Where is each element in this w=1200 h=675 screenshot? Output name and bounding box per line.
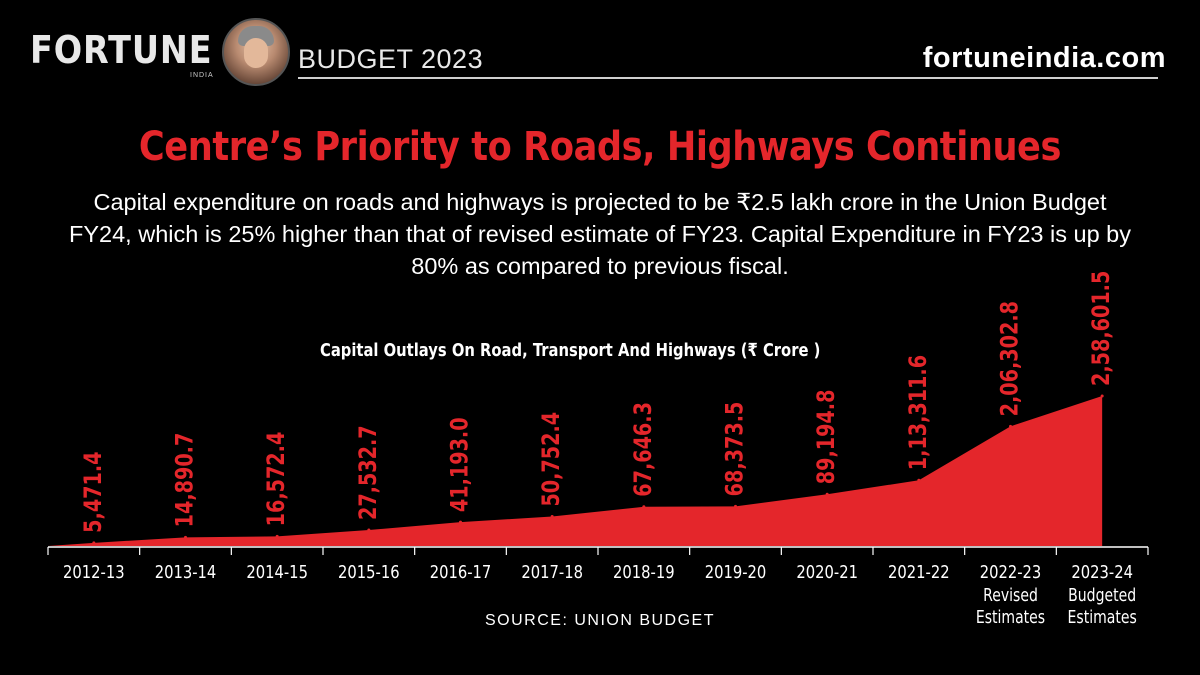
data-label: 1,13,311.6 bbox=[905, 355, 933, 470]
data-point bbox=[1100, 394, 1104, 398]
x-tick-note: Budgeted bbox=[1068, 584, 1136, 605]
x-tick-label: 2014-15 bbox=[246, 562, 308, 583]
chart-title: Capital Outlays On Road, Transport And H… bbox=[320, 340, 930, 361]
data-point bbox=[1009, 424, 1012, 428]
data-point bbox=[550, 515, 554, 519]
data-point bbox=[459, 520, 462, 524]
data-point bbox=[734, 504, 737, 508]
chart-title-text: Capital Outlays On Road, Transport And H… bbox=[320, 340, 821, 361]
data-label: 68,373.5 bbox=[722, 402, 750, 497]
data-point bbox=[642, 505, 646, 509]
x-tick-label: 2022-23 bbox=[980, 562, 1042, 583]
fortune-logo-sub: INDIA bbox=[190, 72, 214, 79]
data-point bbox=[275, 534, 279, 538]
x-tick-label: 2023-24 bbox=[1071, 562, 1133, 583]
data-point bbox=[367, 528, 371, 532]
x-tick-note: Estimates bbox=[976, 606, 1045, 627]
x-tick-label: 2019-20 bbox=[705, 562, 767, 583]
x-tick-note: Estimates bbox=[1068, 606, 1137, 627]
fortune-logo: FORTUNE bbox=[30, 28, 213, 72]
data-point bbox=[917, 478, 921, 482]
site-url[interactable]: fortuneindia.com bbox=[922, 42, 1166, 74]
data-point bbox=[184, 535, 187, 539]
x-tick-label: 2017-18 bbox=[521, 562, 583, 583]
data-label: 2,06,302.8 bbox=[997, 301, 1025, 416]
data-point bbox=[825, 492, 829, 496]
x-tick-label: 2015-16 bbox=[338, 562, 400, 583]
data-label: 50,752.4 bbox=[538, 412, 566, 507]
headline: Centre’s Priority to Roads, Highways Con… bbox=[0, 124, 1200, 170]
headline-text: Centre’s Priority to Roads, Highways Con… bbox=[138, 124, 1062, 170]
area-series bbox=[48, 396, 1103, 546]
data-label: 67,646.3 bbox=[630, 402, 658, 497]
person-portrait-icon bbox=[222, 18, 290, 86]
data-label: 16,572.4 bbox=[263, 432, 291, 527]
x-tick-label: 2020-21 bbox=[796, 562, 858, 583]
data-label: 27,532.7 bbox=[355, 425, 383, 520]
data-label: 2,58,601.5 bbox=[1088, 271, 1116, 386]
x-tick-label: 2013-14 bbox=[155, 562, 217, 583]
x-tick-label: 2012-13 bbox=[63, 562, 125, 583]
x-tick-label: 2016-17 bbox=[430, 562, 492, 583]
section-title: BUDGET 2023 bbox=[298, 44, 1158, 79]
data-point bbox=[92, 541, 96, 545]
x-tick-label: 2018-19 bbox=[613, 562, 675, 583]
data-label: 41,193.0 bbox=[447, 417, 475, 512]
subtitle: Capital expenditure on roads and highway… bbox=[69, 189, 1131, 279]
x-tick-label: 2021-22 bbox=[888, 562, 950, 583]
data-label: 14,890.7 bbox=[172, 433, 200, 528]
x-tick-note: Revised bbox=[983, 584, 1038, 605]
data-label: 5,471.4 bbox=[80, 451, 108, 532]
avatar-face bbox=[244, 38, 268, 68]
data-label: 89,194.8 bbox=[813, 390, 841, 485]
source-note: SOURCE: UNION BUDGET bbox=[484, 612, 715, 629]
